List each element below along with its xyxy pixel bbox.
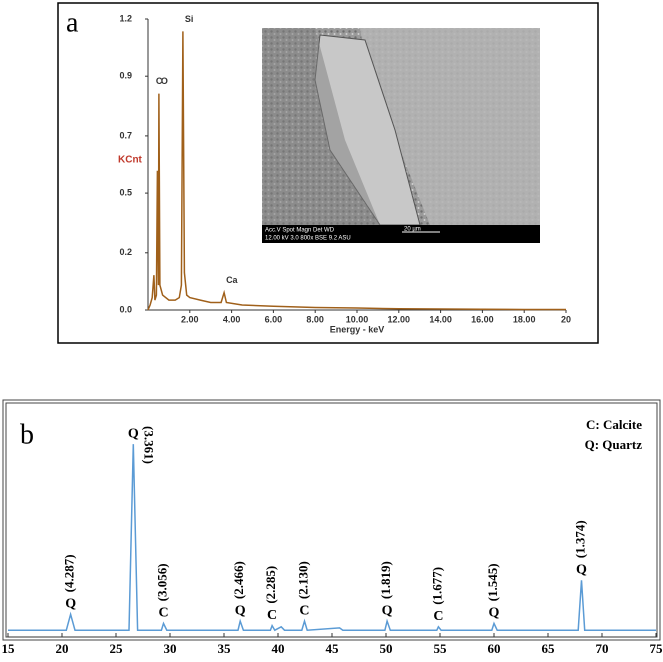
sem-image [262,28,540,243]
peak-phase: Q [489,606,500,621]
peak-d-spacing: (1.819) [378,561,393,599]
peak-d-spacing: (1.374) [572,520,587,558]
x-tick-label: 25 [110,641,124,656]
x-tick-label: 30 [164,641,177,656]
x-tick-label: 75 [650,641,663,656]
peak-label: C [156,76,163,86]
peak-d-spacing: (3.056) [155,563,170,601]
peak-d-spacing: (4.287) [62,554,77,592]
spectrum-line [8,444,656,632]
x-tick-label: 35 [218,641,232,656]
peak-phase: Q [576,562,587,577]
sem-header: Acc.V Spot Magn Det WD [265,228,335,234]
x-tick-label: 4.00 [223,314,241,324]
peak-phase: Q [382,603,393,618]
peak-phase: C [299,603,309,618]
panel-label: b [20,419,34,450]
x-tick-label: 6.00 [265,314,283,324]
y-tick-label: 0.9 [119,71,132,81]
peak-phase: C [158,606,168,621]
x-tick-label: 55 [434,641,448,656]
panel-b-frame [2,399,661,641]
panel-label: a [66,7,79,38]
legend-note: C: Calcite [586,417,642,432]
y-axis-label: KCnt [118,155,143,166]
panel-b-frame-inner [5,402,658,638]
x-tick-label: 10.00 [346,314,369,324]
x-tick-label: 65 [542,641,556,656]
y-tick-label: 0.7 [119,130,132,140]
peak-label: O [161,76,168,86]
x-tick-label: 20 [56,641,69,656]
x-tick-label: 45 [326,641,340,656]
peak-d-spacing: (1.677) [429,567,444,605]
y-tick-label: 1.2 [119,13,132,23]
peak-d-spacing: (3.361) [141,426,156,464]
sem-settings: 12.00 kV 3.0 800x BSE 9.2 ASU [265,236,351,242]
sem-scale: 20 µm [404,227,421,233]
x-tick-label: 70 [596,641,609,656]
x-tick-label: 14.00 [429,314,452,324]
y-tick-label: 0.0 [119,304,132,314]
x-tick-label: 40 [272,641,285,656]
x-tick-label: 15 [2,641,16,656]
x-tick-label: 20 [561,314,571,324]
x-tick-label: 8.00 [306,314,324,324]
peak-d-spacing: (2.285) [263,566,278,604]
peak-d-spacing: (2.466) [231,561,246,599]
peak-label: Ca [226,275,238,285]
x-tick-label: 60 [488,641,501,656]
peak-phase: Q [235,603,246,618]
panel-a-frame [57,2,599,344]
peak-phase: C [433,609,443,624]
x-axis-label: Energy - keV [330,324,385,334]
peak-phase: Q [65,597,76,612]
peak-d-spacing: (2.130) [295,561,310,599]
x-tick-label: 18.00 [513,314,536,324]
y-tick-label: 0.5 [119,187,132,197]
x-tick-label: 12.00 [388,314,411,324]
x-tick-label: 16.00 [471,314,494,324]
peak-phase: Q [128,426,139,441]
y-tick-label: 0.2 [119,247,132,257]
x-tick-label: 50 [380,641,393,656]
legend-note: Q: Quartz [585,437,643,452]
x-tick-label: 2.00 [181,314,199,324]
spectrum-line [147,31,566,311]
peak-phase: C [267,608,277,623]
peak-label: Si [185,14,194,24]
peak-d-spacing: (1.545) [485,563,500,601]
